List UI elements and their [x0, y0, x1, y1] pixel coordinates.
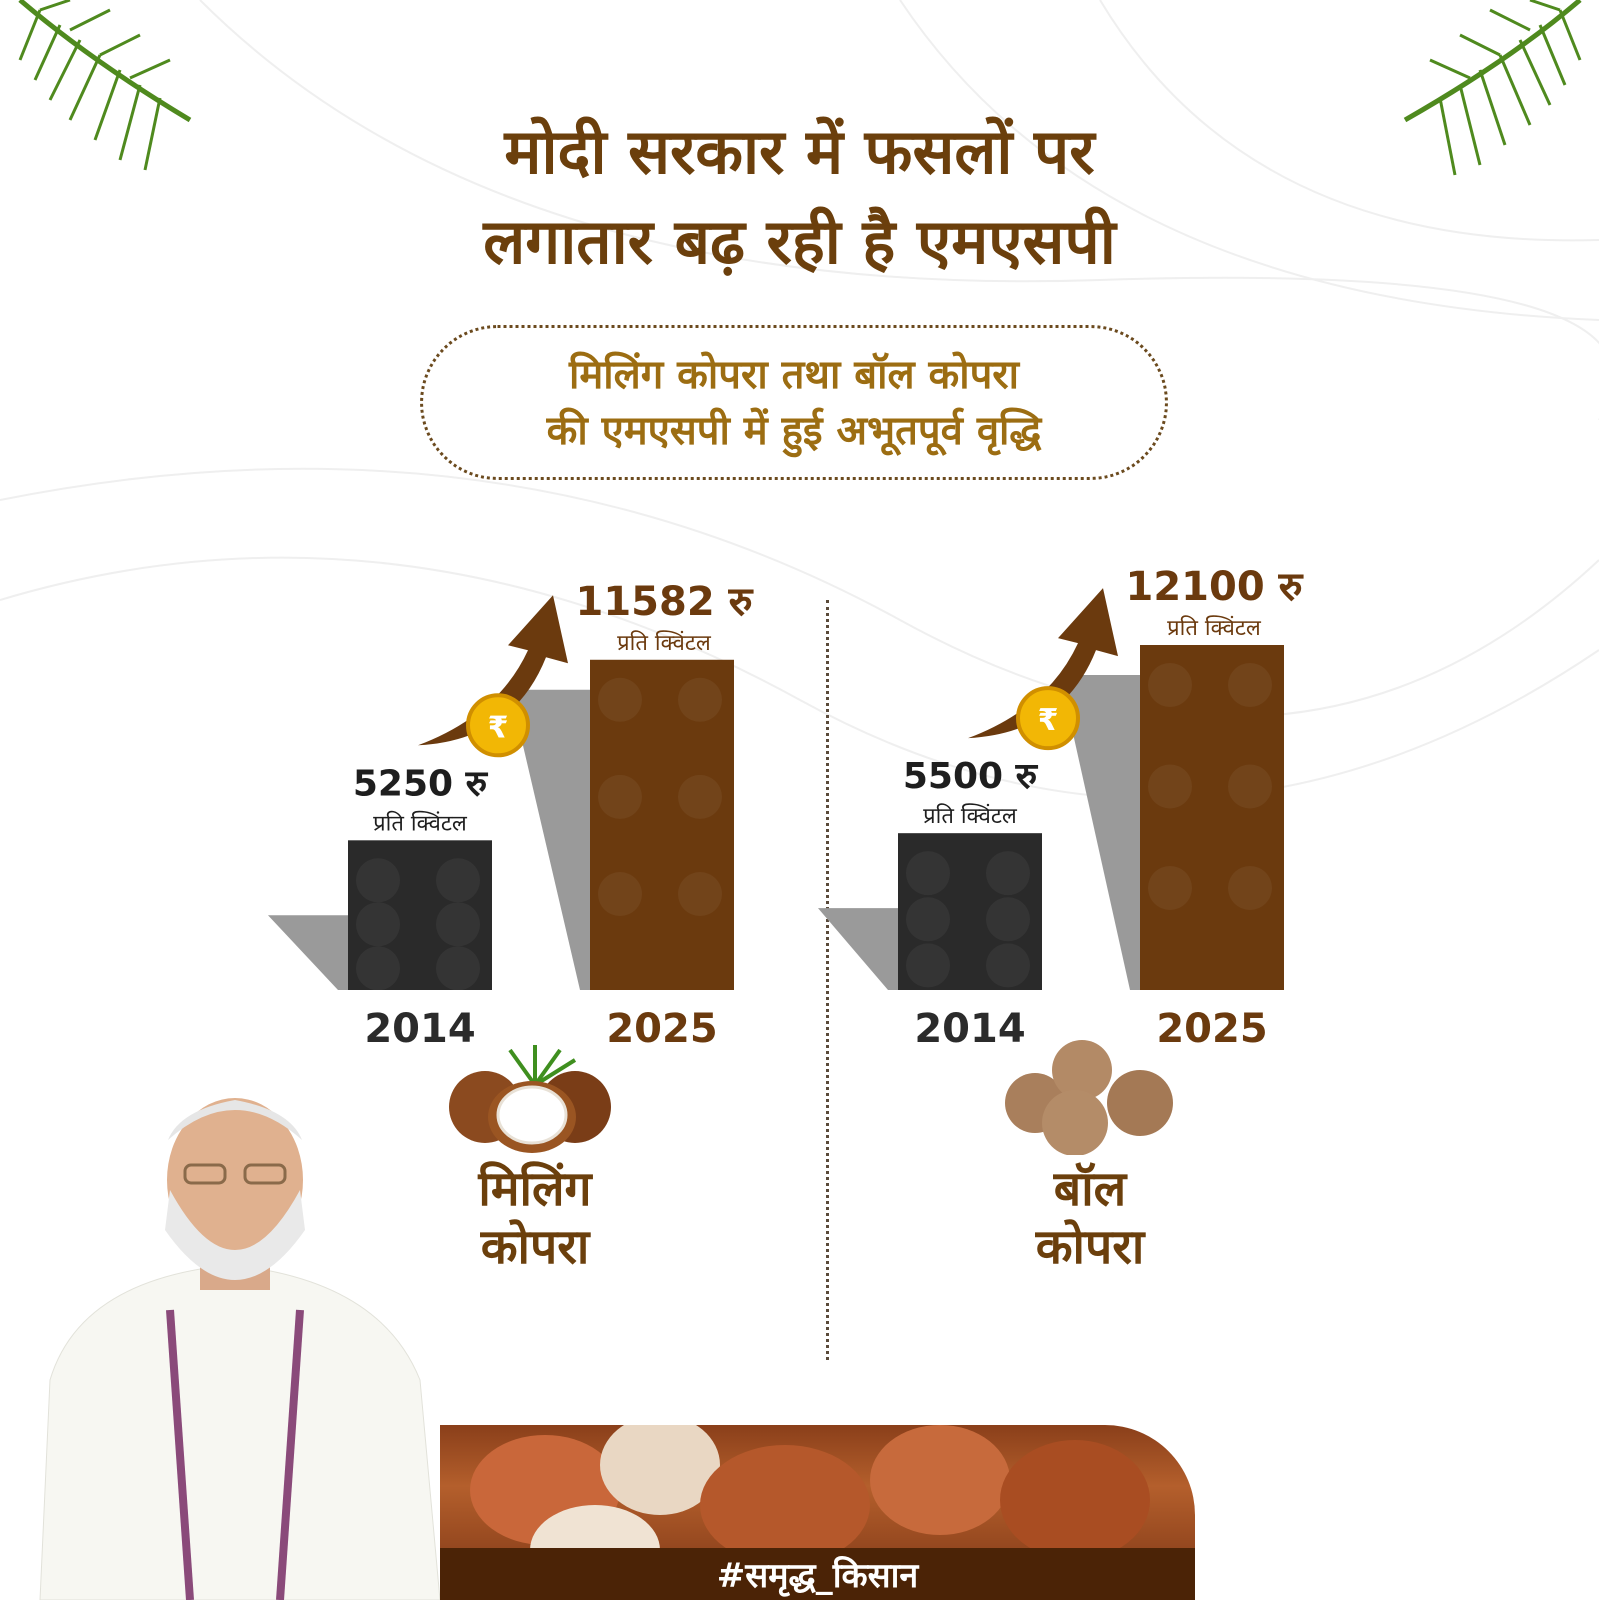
bar-texture	[1228, 865, 1272, 910]
bar-2014	[898, 833, 1042, 990]
subtitle-pill: मिलिंग कोपरा तथा बॉल कोपरा की एमएसपी में…	[420, 325, 1168, 480]
bar-texture	[678, 677, 722, 722]
bar-texture	[1148, 663, 1192, 707]
bar-texture	[906, 943, 950, 988]
rupee-coin-icon	[1016, 686, 1080, 751]
bar-2014	[348, 840, 492, 990]
coconut-icon	[449, 1045, 611, 1153]
bar-texture	[678, 872, 722, 917]
bar-shadow	[268, 915, 348, 990]
bar-texture	[598, 774, 642, 819]
subtitle-line-2: की एमएसपी में हुई अभूतपूर्व वृद्धि	[546, 407, 1042, 454]
category-label: 2025	[606, 1006, 717, 1052]
bar-texture	[1228, 764, 1272, 809]
bar-texture	[1228, 663, 1272, 707]
bar-texture	[986, 897, 1030, 942]
bar-texture	[906, 851, 950, 896]
rupee-symbol: ₹	[488, 710, 509, 745]
bar-texture	[678, 774, 722, 819]
bar-shadow	[818, 908, 898, 990]
chart-divider	[826, 600, 829, 1360]
bar-texture	[906, 897, 950, 942]
bar-texture	[356, 858, 400, 903]
ball-copra-icon	[1005, 1040, 1173, 1155]
bar-texture	[598, 677, 642, 722]
crop-name-line-1: मिलिंग	[478, 1161, 592, 1217]
leader-photo	[39, 1098, 441, 1600]
bar-texture	[436, 902, 480, 947]
headline-line-2: लगातार बढ़ रही है एमएसपी	[483, 205, 1116, 278]
bar-texture	[436, 858, 480, 903]
bar-shadow	[510, 689, 590, 990]
palm-leaf-right-icon	[1403, 0, 1582, 176]
unit-label: प्रति क्विंटल	[617, 630, 712, 656]
bar-texture	[598, 872, 642, 917]
category-label: 2014	[914, 1006, 1025, 1052]
bar-shadow	[1060, 675, 1140, 990]
bar-texture	[1148, 865, 1192, 910]
value-label: 11582 रु	[575, 579, 753, 625]
bar-texture	[356, 902, 400, 947]
value-label: 5250 रु	[353, 763, 489, 804]
bar-texture	[1148, 764, 1192, 809]
msp-bar-charts: 2014 2025 5250 रु प्रति क्विंटल 11582 रु प्रत…	[268, 564, 1304, 1052]
unit-label: प्रति क्विंटल	[923, 803, 1018, 829]
value-label: 12100 रु	[1125, 564, 1303, 610]
rupee-symbol: ₹	[1038, 703, 1059, 738]
unit-label: प्रति क्विंटल	[1167, 615, 1262, 641]
bar-texture	[356, 946, 400, 991]
copra-photo-band: #समृद्ध_किसान	[440, 1425, 1195, 1600]
palm-leaf-left-icon	[18, 0, 192, 171]
category-label: 2014	[364, 1006, 475, 1052]
unit-label: प्रति क्विंटल	[373, 810, 468, 836]
hashtag-strip: #समृद्ध_किसान	[440, 1548, 1195, 1600]
growth-arrow-icon	[968, 588, 1118, 739]
crop-name-line-2: कोपरा	[1035, 1219, 1145, 1275]
category-label: 2025	[1156, 1006, 1267, 1052]
headline-line-1: मोदी सरकार में फसलों पर	[504, 115, 1095, 188]
crop-name-line-1: बॉल	[1053, 1161, 1127, 1217]
hashtag-text: #समृद्ध_किसान	[716, 1556, 919, 1596]
crop-name-ball-copra: बॉल कोपरा	[960, 1160, 1220, 1276]
value-label: 5500 रु	[903, 756, 1039, 797]
bar-texture	[436, 946, 480, 991]
crop-name-line-2: कोपरा	[480, 1219, 590, 1275]
growth-arrow-icon	[418, 595, 568, 746]
bar-texture	[986, 851, 1030, 896]
bar-2025	[1140, 645, 1284, 990]
subtitle-line-1: मिलिंग कोपरा तथा बॉल कोपरा	[568, 351, 1020, 398]
rupee-coin-icon	[466, 693, 530, 758]
bar-2025	[590, 659, 734, 990]
bar-texture	[986, 943, 1030, 988]
crop-name-milling-copra: मिलिंग कोपरा	[405, 1160, 665, 1276]
